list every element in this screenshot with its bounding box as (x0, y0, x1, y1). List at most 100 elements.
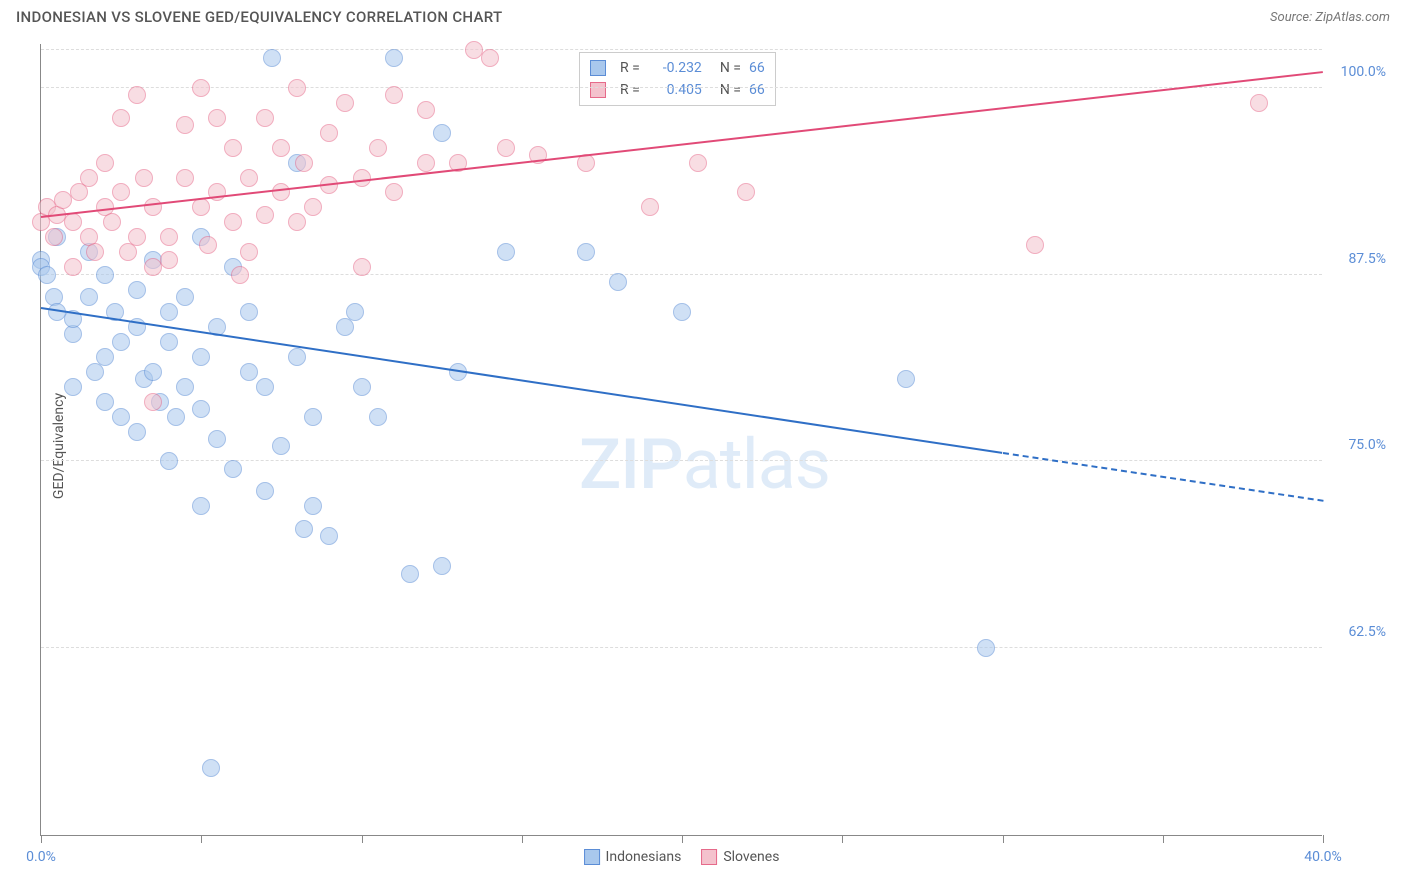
data-point (202, 759, 220, 777)
data-point (369, 408, 387, 426)
data-point (353, 169, 371, 187)
data-point (208, 430, 226, 448)
x-tick (362, 835, 363, 843)
data-point (80, 288, 98, 306)
r-value: 0.405 (648, 82, 702, 98)
r-label: R = (620, 82, 640, 98)
data-point (977, 639, 995, 657)
data-point (385, 49, 403, 67)
r-value: -0.232 (648, 60, 702, 76)
data-point (192, 497, 210, 515)
x-tick (682, 835, 683, 843)
data-point (263, 49, 281, 67)
data-point (176, 288, 194, 306)
data-point (160, 251, 178, 269)
data-point (176, 169, 194, 187)
source-attribution: Source: ZipAtlas.com (1270, 10, 1390, 25)
x-tick (41, 835, 42, 843)
data-point (128, 228, 146, 246)
scatter-chart: ZIPatlas R =-0.232N =66R =0.405N =66 Ind… (40, 44, 1322, 836)
data-point (128, 281, 146, 299)
gridline (41, 647, 1322, 648)
data-point (160, 228, 178, 246)
data-point (481, 49, 499, 67)
data-point (288, 213, 306, 231)
data-point (240, 363, 258, 381)
gridline (41, 49, 1322, 50)
r-label: R = (620, 60, 640, 76)
data-point (336, 94, 354, 112)
correlation-stats-box: R = -0.232 N = 66R = 0.405 N = 66 (579, 52, 776, 106)
n-label: N = (720, 60, 741, 76)
data-point (497, 139, 515, 157)
data-point (208, 109, 226, 127)
data-point (112, 408, 130, 426)
trend-line (1002, 452, 1323, 502)
data-point (103, 213, 121, 231)
x-tick (1003, 835, 1004, 843)
data-point (256, 482, 274, 500)
n-label: N = (720, 82, 741, 98)
data-point (240, 243, 258, 261)
x-tick (1163, 835, 1164, 843)
data-point (304, 497, 322, 515)
data-point (128, 86, 146, 104)
chart-title: INDONESIAN VS SLOVENE GED/EQUIVALENCY CO… (16, 8, 502, 26)
data-point (346, 303, 364, 321)
data-point (295, 520, 313, 538)
data-point (192, 348, 210, 366)
data-point (112, 183, 130, 201)
data-point (64, 258, 82, 276)
stats-row: R = 0.405 N = 66 (590, 79, 765, 101)
data-point (609, 273, 627, 291)
data-point (304, 408, 322, 426)
x-tick (1323, 835, 1324, 843)
data-point (401, 565, 419, 583)
x-tick-label: 40.0% (1304, 849, 1342, 865)
chart-header: INDONESIAN VS SLOVENE GED/EQUIVALENCY CO… (0, 0, 1406, 30)
data-point (160, 452, 178, 470)
x-tick (842, 835, 843, 843)
data-point (256, 378, 274, 396)
data-point (199, 236, 217, 254)
x-tick (201, 835, 202, 843)
data-point (577, 243, 595, 261)
data-point (112, 109, 130, 127)
stats-row: R =-0.232N =66 (590, 57, 765, 79)
data-point (288, 79, 306, 97)
data-point (45, 228, 63, 246)
data-point (135, 169, 153, 187)
data-point (641, 198, 659, 216)
n-value: 66 (749, 82, 765, 98)
data-point (64, 213, 82, 231)
data-point (304, 198, 322, 216)
data-point (96, 393, 114, 411)
data-point (128, 423, 146, 441)
data-point (320, 124, 338, 142)
data-point (256, 109, 274, 127)
data-point (231, 266, 249, 284)
data-point (176, 378, 194, 396)
data-point (272, 139, 290, 157)
data-point (1026, 236, 1044, 254)
legend-label: Indonesians (606, 849, 682, 865)
legend-label: Slovenes (723, 849, 779, 865)
data-point (240, 303, 258, 321)
data-point (96, 154, 114, 172)
legend-swatch (701, 849, 717, 865)
data-point (192, 79, 210, 97)
legend-swatch (590, 82, 606, 98)
data-point (433, 124, 451, 142)
legend-item: Indonesians (584, 849, 682, 865)
data-point (38, 266, 56, 284)
data-point (417, 101, 435, 119)
data-point (433, 557, 451, 575)
data-point (86, 243, 104, 261)
data-point (144, 198, 162, 216)
data-point (160, 333, 178, 351)
data-point (417, 154, 435, 172)
data-point (167, 408, 185, 426)
y-tick-label: 100.0% (1341, 64, 1386, 80)
data-point (176, 116, 194, 134)
data-point (192, 198, 210, 216)
